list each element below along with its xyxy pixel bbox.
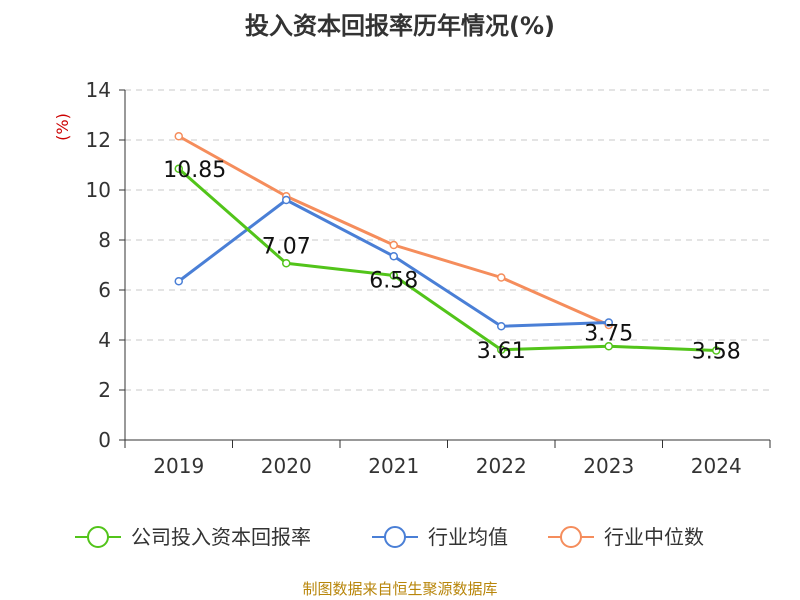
y-tick-label: 0 — [98, 428, 111, 452]
series-point-1 — [174, 277, 183, 286]
series-group — [174, 132, 721, 355]
series-point-0 — [497, 345, 506, 354]
legend-marker-circle — [87, 526, 109, 548]
legend-label: 公司投入资本回报率 — [131, 525, 311, 549]
series-point-2 — [389, 240, 398, 250]
data-label: 6.58 — [369, 269, 418, 294]
x-tick-label: 2021 — [368, 454, 419, 478]
series-point-1 — [282, 195, 291, 205]
data-label: 3.75 — [584, 321, 633, 346]
x-tick-label: 2022 — [476, 454, 527, 478]
series-point-0 — [712, 346, 721, 355]
y-axis-label: (%) — [53, 113, 72, 141]
legend-label: 行业均值 — [428, 525, 508, 549]
legend-marker-circle — [384, 526, 406, 548]
series-point-1 — [604, 318, 613, 327]
y-tick-label: 8 — [98, 228, 111, 252]
y-tick-label: 2 — [98, 378, 111, 402]
data-labels: 10.85 7.07 6.58 3.61 3.75 3.58 — [163, 158, 740, 365]
y-tick-label: 4 — [98, 328, 111, 352]
x-tick-label: 2024 — [691, 454, 742, 478]
x-tick-label: 2020 — [261, 454, 312, 478]
chart-title: 投入资本回报率历年情况(%) — [245, 12, 555, 40]
series-point-1 — [389, 252, 398, 261]
y-tick-label: 6 — [98, 278, 111, 302]
x-tick-label: 2019 — [153, 454, 204, 478]
series-line-0 — [177, 167, 717, 352]
series-line-1 — [177, 198, 609, 328]
series-point-1 — [497, 322, 506, 331]
data-label: 7.07 — [262, 234, 311, 259]
data-label: 3.61 — [477, 339, 526, 364]
series-point-2 — [174, 132, 183, 141]
series-point-2 — [497, 273, 506, 282]
legend-marker-circle — [560, 526, 582, 548]
source-note: 制图数据来自恒生聚源数据库 — [302, 580, 497, 598]
series-point-0 — [389, 271, 398, 280]
y-tick-label: 12 — [86, 128, 111, 152]
legend-label: 行业中位数 — [604, 525, 704, 549]
series-point-0 — [174, 164, 183, 173]
legend: 公司投入资本回报率 行业均值 行业中位数 — [75, 525, 704, 549]
x-tick-label: 2023 — [583, 454, 634, 478]
grid — [125, 89, 770, 391]
axes: 0 2 4 6 8 10 12 14 2019 2020 2021 2022 2023 2024 — [86, 78, 771, 478]
series-point-0 — [604, 342, 613, 351]
data-label: 10.85 — [163, 158, 226, 183]
y-tick-label: 14 — [86, 78, 111, 102]
data-label: 3.58 — [692, 340, 741, 365]
series-point-0 — [282, 259, 291, 268]
y-tick-label: 10 — [86, 178, 111, 202]
